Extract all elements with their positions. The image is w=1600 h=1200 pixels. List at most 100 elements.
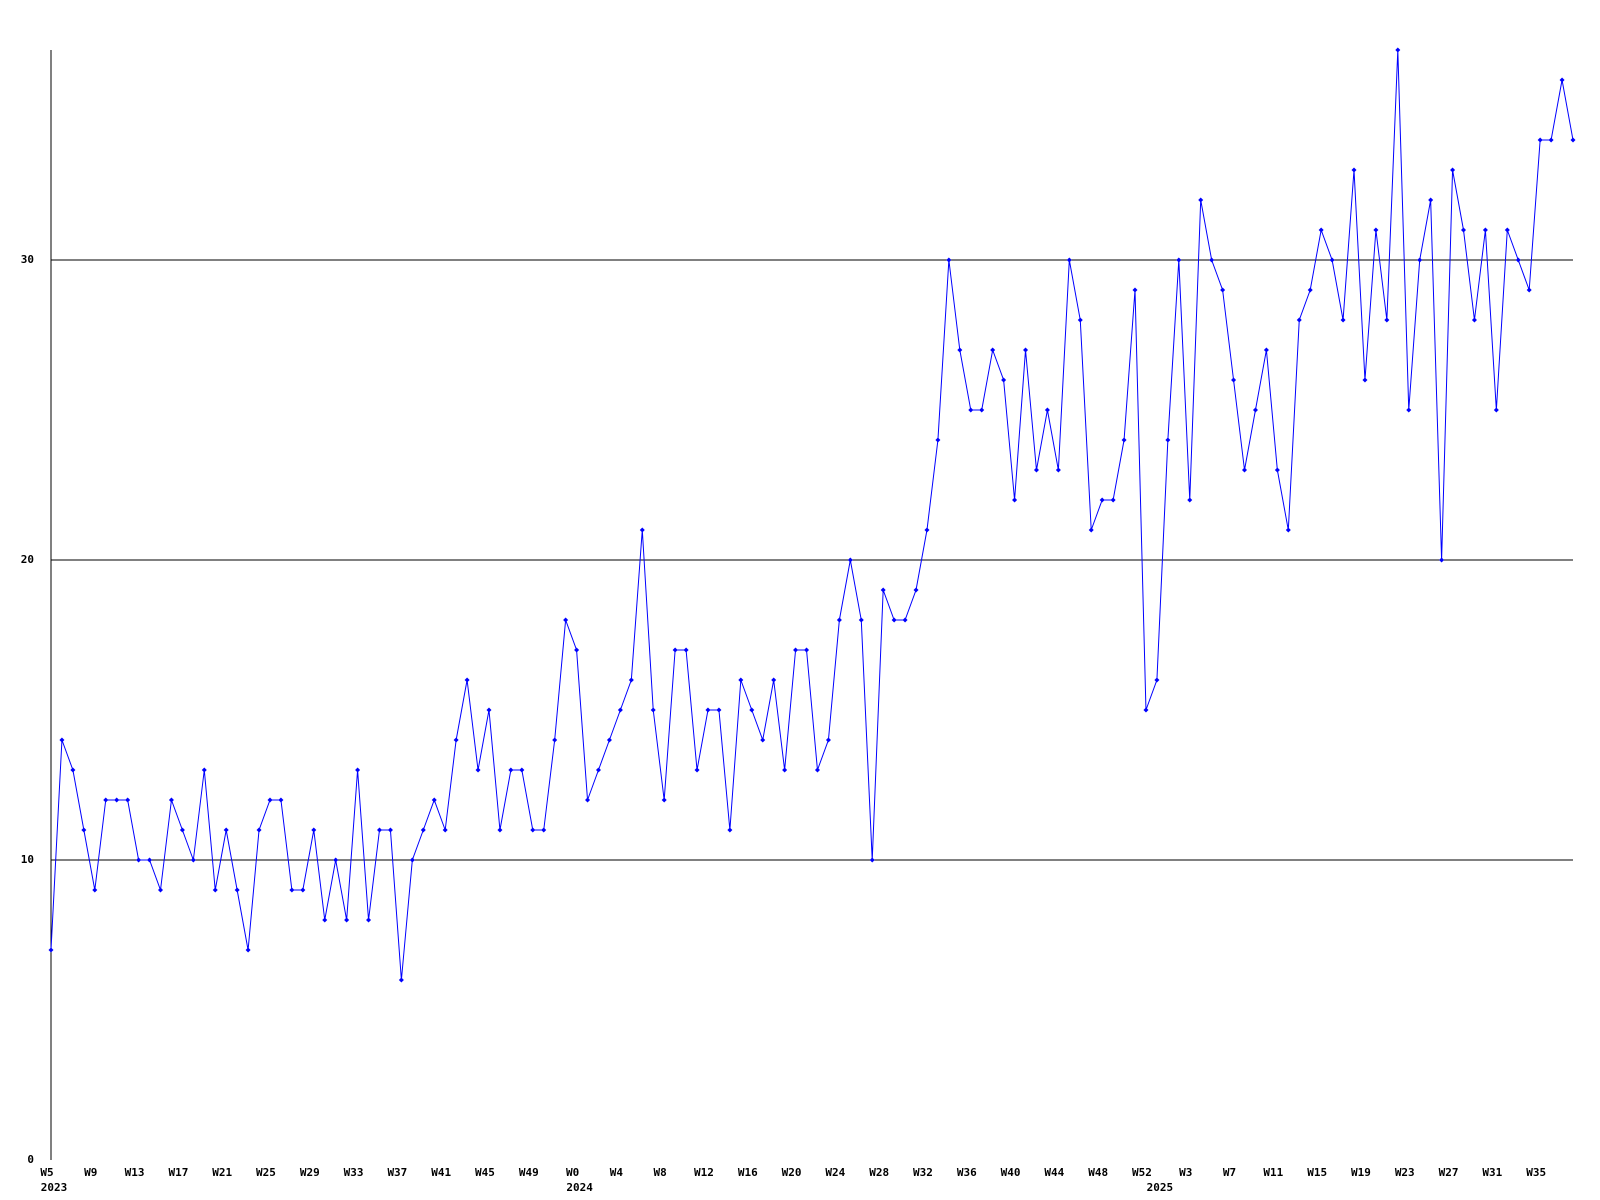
data-point — [201, 767, 207, 773]
data-point — [475, 767, 481, 773]
data-point — [705, 707, 711, 713]
data-point — [256, 827, 262, 833]
data-point — [1493, 407, 1499, 413]
x-tick-label: W36 — [957, 1166, 977, 1179]
data-point — [1132, 287, 1138, 293]
x-tick-label: W48 — [1088, 1166, 1108, 1179]
data-point — [836, 617, 842, 623]
data-point — [1373, 227, 1379, 233]
x-tick-label: W24 — [825, 1166, 845, 1179]
data-point — [508, 767, 514, 773]
data-point — [979, 407, 985, 413]
data-point — [1263, 347, 1269, 353]
data-point — [1548, 137, 1554, 143]
data-point — [300, 887, 306, 893]
x-tick-label: W20 — [782, 1166, 802, 1179]
data-point — [431, 797, 437, 803]
data-point — [1461, 227, 1467, 233]
data-point — [1066, 257, 1072, 263]
data-point — [1439, 557, 1445, 563]
data-point — [530, 827, 536, 833]
data-point — [114, 797, 120, 803]
data-point — [355, 767, 361, 773]
data-point — [1012, 497, 1018, 503]
data-point — [1318, 227, 1324, 233]
x-tick-label: W33 — [344, 1166, 364, 1179]
data-point — [814, 767, 820, 773]
data-point — [880, 587, 886, 593]
data-point — [716, 707, 722, 713]
data-point — [486, 707, 492, 713]
data-point — [366, 917, 372, 923]
data-point — [420, 827, 426, 833]
data-point — [650, 707, 656, 713]
data-point — [1198, 197, 1204, 203]
data-point — [168, 797, 174, 803]
data-point — [81, 827, 87, 833]
data-point — [913, 587, 919, 593]
data-point — [147, 857, 153, 863]
data-point — [103, 797, 109, 803]
data-point — [398, 977, 404, 983]
data-point — [1537, 137, 1543, 143]
data-point — [376, 827, 382, 833]
data-point — [1220, 287, 1226, 293]
data-point — [595, 767, 601, 773]
data-point — [935, 437, 941, 443]
data-point — [661, 797, 667, 803]
x-tick-label: W17 — [168, 1166, 188, 1179]
data-point — [968, 407, 974, 413]
data-point — [585, 797, 591, 803]
x-tick-label: W44 — [1044, 1166, 1064, 1179]
data-point — [1482, 227, 1488, 233]
data-point — [497, 827, 503, 833]
x-tick-label: W0 — [566, 1166, 579, 1179]
data-point — [825, 737, 831, 743]
data-point — [869, 857, 875, 863]
data-point — [1504, 227, 1510, 233]
y-tick-label: 0 — [27, 1153, 34, 1166]
data-point — [1471, 317, 1477, 323]
data-point — [749, 707, 755, 713]
data-point — [694, 767, 700, 773]
data-point — [1209, 257, 1215, 263]
data-point — [322, 917, 328, 923]
data-point — [1143, 707, 1149, 713]
x-tick-label: W32 — [913, 1166, 933, 1179]
x-tick-label: W31 — [1482, 1166, 1502, 1179]
data-point — [574, 647, 580, 653]
data-point — [1570, 137, 1576, 143]
x-tick-label: W23 — [1395, 1166, 1415, 1179]
data-point — [1274, 467, 1280, 473]
x-tick-label: W9 — [84, 1166, 97, 1179]
data-point — [1033, 467, 1039, 473]
data-point — [1362, 377, 1368, 383]
data-point — [1187, 497, 1193, 503]
data-point — [563, 617, 569, 623]
data-point — [847, 557, 853, 563]
data-point — [858, 617, 864, 623]
data-point — [672, 647, 678, 653]
data-point — [190, 857, 196, 863]
year-label: 2024 — [566, 1181, 593, 1194]
x-tick-label: W27 — [1439, 1166, 1459, 1179]
x-tick-label: W13 — [125, 1166, 145, 1179]
data-point — [738, 677, 744, 683]
data-point — [891, 617, 897, 623]
data-point — [1406, 407, 1412, 413]
data-point — [1351, 167, 1357, 173]
x-tick-label: W5 — [40, 1166, 53, 1179]
data-point — [136, 857, 142, 863]
data-point — [1384, 317, 1390, 323]
x-tick-label: W19 — [1351, 1166, 1371, 1179]
data-point — [70, 767, 76, 773]
data-point — [782, 767, 788, 773]
data-point — [1329, 257, 1335, 263]
data-point — [1176, 257, 1182, 263]
year-label: 2025 — [1147, 1181, 1174, 1194]
data-point — [1001, 377, 1007, 383]
data-point — [59, 737, 65, 743]
data-point — [639, 527, 645, 533]
data-point — [793, 647, 799, 653]
